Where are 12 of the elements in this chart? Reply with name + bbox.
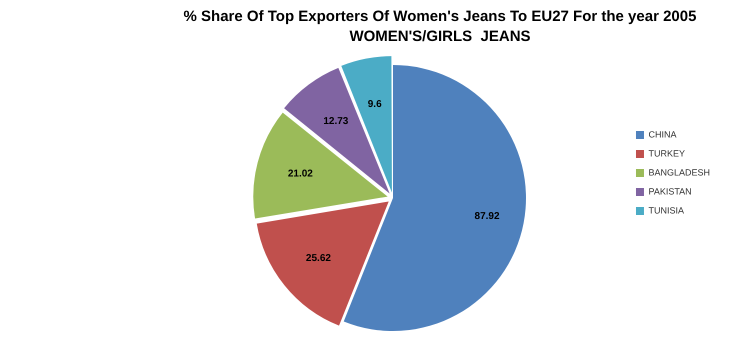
data-label: 9.6 — [368, 98, 382, 110]
data-label: 21.02 — [288, 168, 314, 180]
data-label: 12.73 — [323, 116, 349, 127]
chart-subtitle: WOMEN'S/GIRLS JEANS — [349, 28, 531, 46]
legend-label: BANGLADESH — [648, 167, 710, 178]
chart-title: % Share Of Top Exporters Of Women's Jeans To EU27 For the year 2005 — [184, 8, 696, 26]
legend-label: TURKEY — [648, 148, 685, 158]
legend-label: PAKISTAN — [648, 186, 692, 196]
legend-label: TUNISIA — [648, 205, 684, 216]
legend-label: CHINA — [648, 129, 676, 140]
data-label: 87.92 — [474, 210, 500, 222]
data-label: 25.62 — [306, 252, 332, 264]
